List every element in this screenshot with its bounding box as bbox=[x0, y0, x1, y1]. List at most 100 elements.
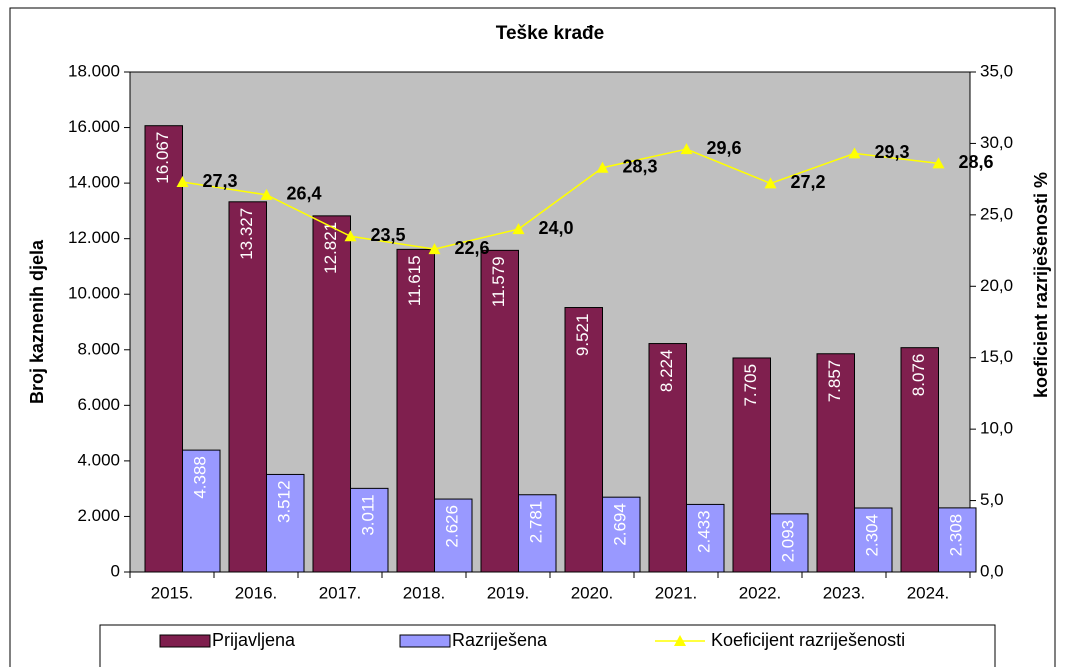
bar-value-label: 2.304 bbox=[863, 514, 882, 557]
chart-title: Teške krađe bbox=[496, 23, 604, 44]
line-marker bbox=[176, 176, 189, 187]
bar bbox=[900, 347, 939, 573]
line-marker bbox=[764, 177, 777, 189]
bar-value-label: 3.512 bbox=[275, 480, 294, 523]
line-value-label: 29,3 bbox=[875, 142, 910, 162]
y-tick-label: 14.000 bbox=[68, 173, 120, 192]
x-tick-label: 2019. bbox=[487, 583, 530, 602]
bar bbox=[312, 215, 351, 573]
legend-label: Prijavljena bbox=[212, 630, 296, 650]
bar bbox=[938, 507, 977, 573]
y2-tick-label: 20,0 bbox=[980, 276, 1013, 295]
line-value-label: 24,0 bbox=[539, 218, 574, 238]
line-marker bbox=[848, 147, 861, 159]
y-tick-label: 10.000 bbox=[68, 284, 120, 303]
y2-tick-label: 30,0 bbox=[980, 133, 1013, 152]
bar bbox=[686, 503, 725, 573]
x-tick-label: 2016. bbox=[235, 583, 278, 602]
line-marker bbox=[596, 161, 609, 173]
bar bbox=[144, 125, 183, 573]
line-value-label: 29,6 bbox=[707, 138, 742, 158]
bar-value-label: 2.093 bbox=[779, 520, 798, 563]
bar-value-label: 4.388 bbox=[191, 456, 210, 499]
line-series bbox=[182, 148, 939, 250]
x-tick-label: 2020. bbox=[571, 583, 614, 602]
bar bbox=[434, 498, 473, 573]
y2-tick-label: 15,0 bbox=[980, 347, 1013, 366]
y-tick-label: 12.000 bbox=[68, 228, 120, 247]
bar bbox=[770, 513, 809, 573]
line-marker bbox=[260, 188, 273, 200]
y2-tick-label: 0,0 bbox=[980, 561, 1004, 580]
line-value-label: 27,3 bbox=[203, 171, 238, 191]
legend-swatch bbox=[399, 634, 451, 648]
legend-label: Razriješena bbox=[452, 630, 548, 650]
bar-value-label: 11.579 bbox=[489, 256, 508, 307]
bar-value-label: 7.857 bbox=[825, 360, 844, 403]
line-value-label: 28,3 bbox=[623, 156, 658, 176]
line-value-label: 26,4 bbox=[287, 184, 322, 204]
y-axis-title: Broj kaznenih djela bbox=[27, 239, 47, 404]
bar bbox=[396, 248, 435, 573]
y2-tick-label: 25,0 bbox=[980, 204, 1013, 223]
bar bbox=[816, 353, 855, 573]
x-tick-label: 2024. bbox=[907, 583, 950, 602]
line-marker bbox=[680, 143, 693, 155]
y2-tick-label: 5,0 bbox=[980, 490, 1004, 509]
x-tick-label: 2022. bbox=[739, 583, 782, 602]
bar bbox=[228, 201, 267, 573]
legend-box bbox=[99, 624, 996, 667]
line-marker bbox=[932, 157, 945, 169]
bar bbox=[350, 487, 389, 573]
x-tick-label: 2023. bbox=[823, 583, 866, 602]
bar-value-label: 3.011 bbox=[359, 494, 378, 535]
legend-marker bbox=[674, 635, 686, 646]
x-tick-label: 2017. bbox=[319, 583, 362, 602]
bar-value-label: 2.433 bbox=[695, 510, 714, 553]
bar bbox=[564, 307, 603, 573]
bar-value-label: 8.076 bbox=[909, 354, 928, 397]
bar bbox=[480, 249, 519, 573]
line-value-label: 28,6 bbox=[959, 152, 994, 172]
y-tick-label: 2.000 bbox=[77, 506, 120, 525]
y-tick-label: 0 bbox=[111, 561, 120, 580]
bar-value-label: 2.781 bbox=[527, 501, 546, 544]
y-tick-label: 18.000 bbox=[68, 61, 120, 80]
line-marker bbox=[344, 230, 357, 242]
y2-tick-label: 35,0 bbox=[980, 61, 1013, 80]
bar-value-label: 16.067 bbox=[153, 132, 172, 184]
bar bbox=[266, 473, 305, 573]
y-tick-label: 8.000 bbox=[77, 339, 120, 358]
line-marker bbox=[428, 243, 441, 255]
x-tick-label: 2021. bbox=[655, 583, 698, 602]
y-tick-label: 16.000 bbox=[68, 117, 120, 136]
legend-swatch bbox=[159, 634, 211, 648]
line-value-label: 27,2 bbox=[791, 172, 826, 192]
bar bbox=[648, 343, 687, 573]
line-value-label: 23,5 bbox=[371, 225, 406, 245]
bar-value-label: 8.224 bbox=[657, 350, 676, 393]
line-marker bbox=[512, 223, 525, 235]
bar bbox=[182, 449, 221, 573]
x-tick-label: 2015. bbox=[151, 583, 194, 602]
bar-value-label: 13.327 bbox=[237, 208, 256, 260]
y2-axis-title: koeficient razriješenosti % bbox=[1031, 172, 1051, 398]
bar-value-label: 7.705 bbox=[741, 364, 760, 407]
bar bbox=[854, 507, 893, 573]
bar bbox=[602, 496, 641, 573]
bar-value-label: 9.521 bbox=[573, 314, 592, 357]
y2-tick-label: 10,0 bbox=[980, 419, 1013, 438]
bar-value-label: 2.308 bbox=[947, 514, 966, 557]
bar-value-label: 2.694 bbox=[611, 503, 630, 546]
bar bbox=[518, 494, 557, 573]
line-value-label: 22,6 bbox=[455, 238, 490, 258]
y-tick-label: 4.000 bbox=[77, 450, 120, 469]
x-tick-label: 2018. bbox=[403, 583, 446, 602]
legend-label: Koeficijent razriješenosti bbox=[711, 630, 905, 650]
bar-value-label: 11.615 bbox=[405, 255, 424, 306]
bar-value-label: 2.626 bbox=[443, 505, 462, 548]
bar-value-label: 12.821 bbox=[321, 222, 340, 274]
bar bbox=[732, 357, 771, 573]
y-tick-label: 6.000 bbox=[77, 395, 120, 414]
